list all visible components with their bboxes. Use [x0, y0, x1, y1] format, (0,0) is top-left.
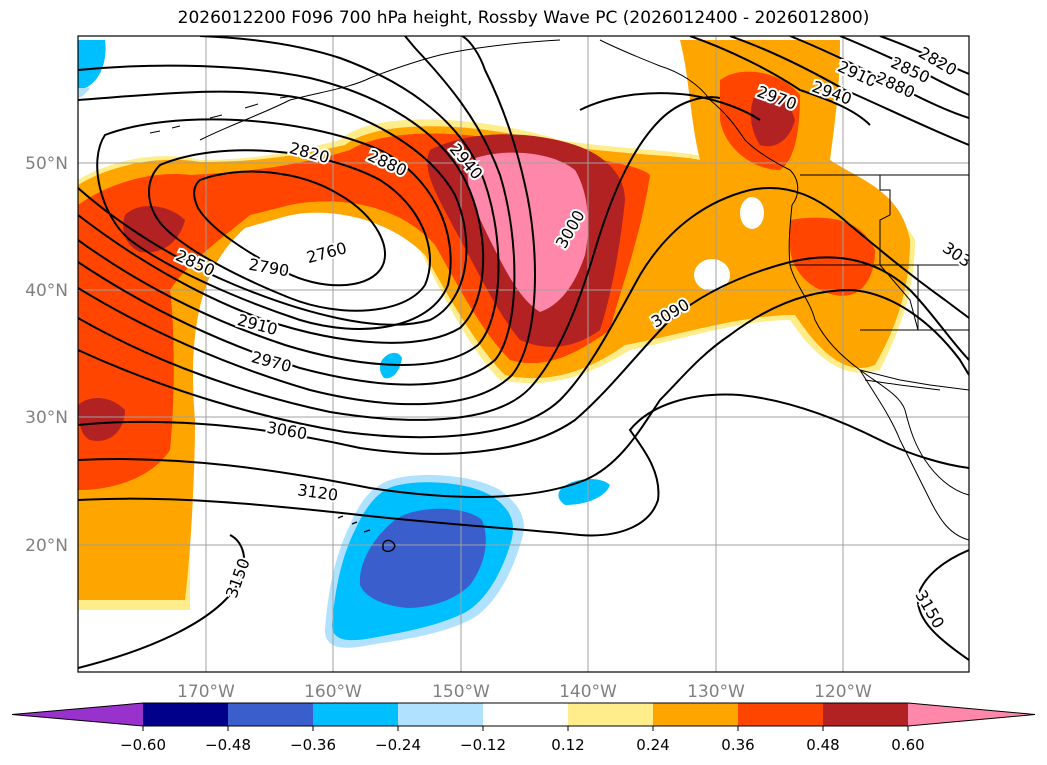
contour-2940 [78, 36, 516, 386]
aleutian-coast [149, 95, 293, 134]
colorbar-swatch [568, 703, 653, 726]
anomaly-shading [78, 40, 915, 648]
colorbar-swatch [143, 703, 228, 726]
contour-3060 [78, 256, 969, 455]
colorbar-tick-label: −0.24 [375, 736, 421, 754]
alaska-coast [199, 39, 561, 141]
colorbar-tick-label: −0.60 [120, 736, 166, 754]
lat-label: 50°N [25, 154, 68, 174]
contour-2880 [78, 64, 485, 344]
canada-coast [599, 39, 799, 206]
shading-gap [694, 259, 730, 291]
contour-3150-west [78, 534, 246, 669]
lon-label: 170°W [177, 682, 235, 702]
contour-2820 [96, 118, 452, 330]
height-contours [78, 36, 969, 669]
contour-3090 [78, 288, 969, 498]
colorbar-tick-label: 0.60 [891, 736, 924, 754]
contour-3030 [78, 186, 969, 439]
contour-2760 [193, 170, 386, 287]
colorbar-swatch [398, 703, 483, 726]
colorbar-extend-high [908, 703, 1035, 726]
latitude-labels: 50°N 40°N 30°N 20°N [25, 154, 68, 556]
gridlines [78, 36, 969, 672]
shading-gap [740, 197, 764, 229]
colorbar-tick-label: −0.48 [205, 736, 251, 754]
contour-2850 [78, 90, 468, 326]
colorbar-tick-label: 0.48 [806, 736, 839, 754]
colorbar-swatch [228, 703, 313, 726]
colorbar-tick-label: −0.36 [290, 736, 336, 754]
contour-2850-ne [839, 36, 969, 96]
contour-label: 3060 [265, 418, 308, 444]
negative-anomaly-036 [359, 508, 486, 608]
colorbar-swatch [823, 703, 908, 726]
lon-label: 160°W [304, 682, 362, 702]
contour-label: 2790 [247, 255, 290, 281]
colorbar-tick-label: 0.36 [721, 736, 754, 754]
contour-label: 3030 [939, 238, 983, 277]
colorbar-swatch [653, 703, 738, 726]
colorbar-swatch [483, 703, 568, 726]
colorbar-tick-label: 0.12 [551, 736, 584, 754]
negative-anomaly-024 [78, 40, 106, 88]
colorbar-extend-low [12, 703, 143, 726]
contour-2970 [78, 36, 536, 406]
colorbar: −0.60 −0.48 −0.36 −0.24 −0.12 0.12 0.24 0.36 0.4… [11, 702, 1036, 754]
contour-3150-east [916, 549, 969, 661]
lat-label: 30°N [25, 408, 68, 428]
contour-2910-ne [729, 36, 969, 146]
contour-label: 2760 [304, 238, 348, 267]
coastlines [149, 39, 969, 553]
baja-coast [859, 369, 931, 501]
positive-anomaly-036 [78, 71, 875, 490]
colorbar-swatch [738, 703, 823, 726]
lon-label: 120°W [814, 682, 872, 702]
map-title: 2026012200 F096 700 hPa height, Rossby W… [177, 8, 870, 28]
contour-label: 3120 [296, 480, 339, 504]
map-frame [77, 35, 970, 673]
contour-2970-ne [579, 92, 761, 121]
hawaii-islands [337, 515, 396, 553]
contour-3000 [78, 96, 721, 421]
negative-anomaly-halo [78, 88, 90, 98]
mexico-coast [929, 499, 969, 541]
positive-anomaly-048 [78, 93, 795, 441]
contour-label: 3150 [911, 587, 948, 632]
colorbar-tick-label: −0.12 [460, 736, 506, 754]
contour-2820-ne [879, 36, 969, 75]
positive-anomaly-060 [467, 152, 588, 312]
contour-3120 [78, 393, 969, 537]
lat-label: 40°N [25, 281, 68, 301]
us-mexico-border [859, 369, 969, 391]
contour-label: 3150 [222, 556, 254, 601]
lon-label: 140°W [559, 682, 617, 702]
contour-2790 [148, 149, 431, 312]
lon-label: 150°W [432, 682, 490, 702]
colorbar-tick-label: 0.24 [636, 736, 669, 754]
lat-label: 20°N [25, 536, 68, 556]
lon-label: 130°W [687, 682, 745, 702]
contour-2880-ne [789, 36, 969, 119]
contour-2910 [78, 36, 500, 366]
contour-2940-ne [689, 36, 871, 126]
negative-anomaly-024 [558, 478, 610, 505]
colorbar-swatch [313, 703, 398, 726]
longitude-labels: 170°W 160°W 150°W 140°W 130°W 120°W [177, 682, 872, 702]
